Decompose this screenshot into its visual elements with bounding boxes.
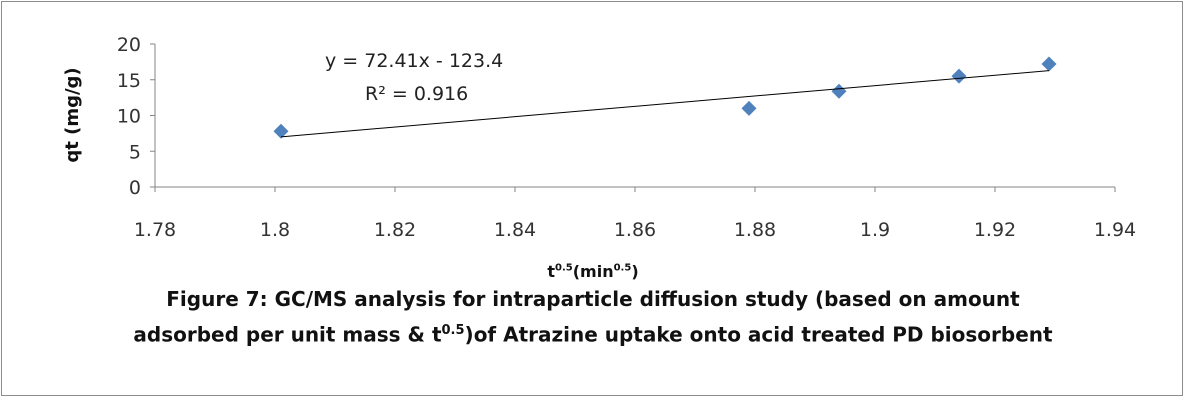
x-tick-label: 1.88 xyxy=(734,219,776,241)
y-tick-label: 15 xyxy=(117,70,141,92)
data-point xyxy=(741,100,757,116)
data-point xyxy=(951,68,967,84)
x-tick-label: 1.82 xyxy=(374,219,416,241)
trendline xyxy=(280,70,1050,138)
x-tick-label: 1.84 xyxy=(494,219,536,241)
x-tick-label: 1.86 xyxy=(614,219,656,241)
axes xyxy=(150,43,1116,192)
x-tick-label: 1.8 xyxy=(260,219,290,241)
trendline-equation: y = 72.41x - 123.4 xyxy=(325,50,503,72)
y-axis-label: qt (mg/g) xyxy=(62,67,83,162)
y-tick-label: 5 xyxy=(129,141,141,163)
data-point xyxy=(273,123,289,139)
x-tick-label: 1.9 xyxy=(860,219,890,241)
data-point xyxy=(831,83,847,99)
tick-labels: 0 5 10 15 20 1.78 1.8 1.82 1.84 1.86 1.88 1.9 1.92 1.… xyxy=(117,34,1136,241)
x-tick-label: 1.92 xyxy=(974,219,1016,241)
y-tick-label: 10 xyxy=(117,106,141,128)
x-tick-label: 1.94 xyxy=(1094,219,1136,241)
figure-caption: Figure 7: GC/MS analysis for intrapartic… xyxy=(133,287,1053,347)
x-axis-label: t0.5(min0.5) xyxy=(547,262,639,281)
y-tick-label: 0 xyxy=(129,177,141,199)
data-points xyxy=(273,56,1057,139)
data-point xyxy=(1041,56,1057,72)
chart-svg: 0 5 10 15 20 1.78 1.8 1.82 1.84 1.86 1.88 1.9 1.92 1.… xyxy=(62,34,1136,241)
caption-area: t0.5(min0.5) Figure 7: GC/MS analysis fo… xyxy=(0,262,1186,351)
trendline-r2: R² = 0.916 xyxy=(365,83,468,105)
x-tick-label: 1.78 xyxy=(134,219,176,241)
y-tick-label: 20 xyxy=(117,34,141,56)
